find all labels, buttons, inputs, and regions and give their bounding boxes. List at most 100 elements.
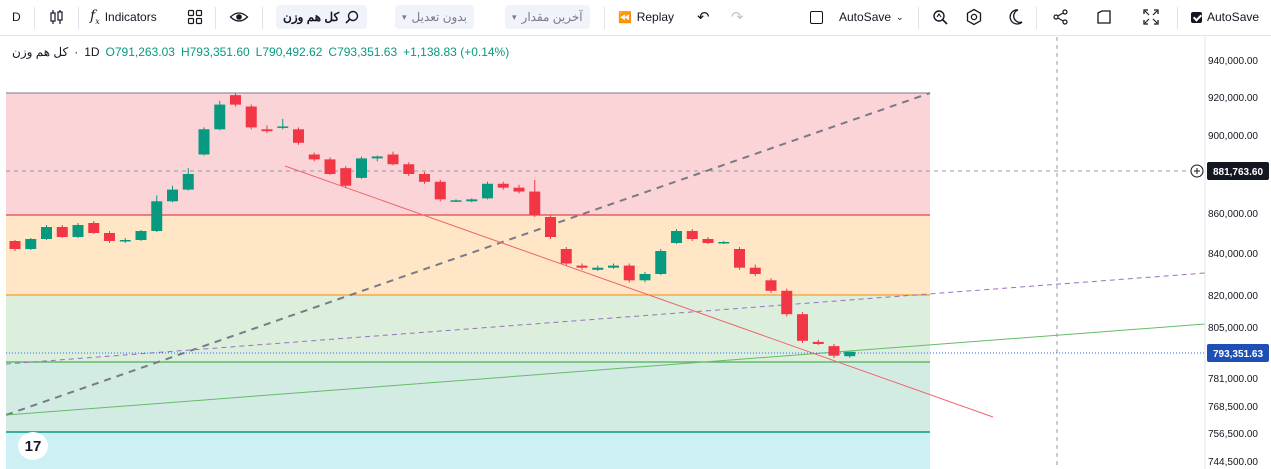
trendline-purple-dashed[interactable] — [5, 272, 1206, 365]
candle-body — [293, 129, 304, 143]
interval-label: D — [12, 10, 21, 24]
undo-button[interactable]: ↶ — [697, 5, 710, 29]
candle-body — [639, 274, 651, 281]
candle — [230, 93, 241, 107]
snapshot-button[interactable] — [1095, 5, 1113, 29]
price-axis-bg — [1205, 37, 1271, 469]
candle-body — [828, 346, 840, 356]
adjust-dropdown[interactable]: ▾ بدون تعدیل — [395, 5, 474, 29]
left-edge — [0, 37, 6, 469]
candle-body — [560, 249, 572, 264]
candle-body — [277, 126, 289, 128]
moon-icon — [1009, 9, 1023, 25]
candle — [466, 198, 478, 203]
camera-icon — [1097, 10, 1111, 24]
candle-body — [41, 227, 52, 239]
replay-button[interactable]: ⏪ Replay — [618, 5, 674, 29]
theme-button[interactable] — [1008, 5, 1024, 29]
chart-type-button[interactable] — [48, 5, 66, 29]
candle-body — [545, 217, 556, 237]
indicators-button[interactable]: fx Indicators — [90, 5, 157, 29]
price-tick-label: 900,000.00 — [1208, 131, 1258, 142]
fullscreen-button[interactable] — [1142, 5, 1160, 29]
candle — [781, 288, 793, 317]
last-price-label: 793,351.63 — [1213, 349, 1263, 360]
candle — [9, 240, 21, 251]
candle — [671, 229, 682, 244]
candle — [182, 168, 194, 191]
tradingview-logo[interactable]: 17 — [18, 432, 48, 460]
legend-symbol: کل هم وزن — [12, 45, 69, 59]
candle — [293, 127, 304, 145]
chevron-down-icon: ▾ — [402, 11, 407, 22]
price-ticks: 940,000.00 920,000.00 900,000.00 860,000.00… — [1208, 56, 1258, 468]
price-axis[interactable] — [1204, 37, 1271, 469]
candle — [356, 156, 367, 179]
replay-label: Replay — [636, 10, 675, 24]
price-tick-label: 781,000.00 — [1208, 374, 1258, 385]
candle-body — [466, 199, 478, 202]
candle — [576, 263, 588, 270]
candle — [513, 184, 525, 194]
quick-search-button[interactable] — [931, 5, 949, 29]
chart-legend: کل هم وزن · 1D O791,263.03 H793,351.60 L… — [12, 45, 509, 59]
symbol-search-button[interactable]: کل هم وزن — [276, 5, 368, 29]
candle-body — [119, 240, 131, 242]
trendline-green[interactable] — [5, 323, 1206, 416]
autosave-dropdown[interactable]: AutoSave ⌄ — [839, 5, 904, 29]
indicators-label: Indicators — [104, 10, 157, 24]
candle — [797, 312, 808, 343]
candle — [718, 241, 730, 244]
layout-button[interactable] — [810, 5, 823, 29]
settings-button[interactable] — [965, 5, 983, 29]
crosshair-price-tag: 881,763.60 — [1190, 162, 1269, 180]
symbol-search-label: کل هم وزن — [283, 10, 340, 24]
candle — [608, 263, 619, 269]
price-tick-label: 860,000.00 — [1208, 209, 1258, 220]
autosave-right-label: AutoSave — [1207, 10, 1260, 24]
candle-body — [513, 187, 525, 192]
checkbox-checked-icon — [1191, 11, 1202, 23]
last-price-tag: 793,351.63 — [1207, 344, 1269, 362]
candle — [261, 125, 273, 134]
zone-red — [6, 93, 930, 215]
candle-body — [671, 231, 682, 243]
candle-body — [623, 265, 635, 281]
candle-body — [450, 200, 462, 202]
candle — [403, 162, 415, 176]
candle-body — [340, 168, 352, 186]
autosave-checkbox[interactable]: AutoSave — [1191, 5, 1259, 29]
candle — [655, 249, 667, 276]
candle-body — [56, 227, 68, 237]
candle — [450, 199, 462, 202]
share-button[interactable] — [1052, 5, 1070, 29]
candle-body — [749, 267, 761, 274]
candle-body — [529, 191, 541, 215]
candle-body — [198, 129, 210, 155]
candle-body — [104, 233, 115, 241]
trendline-red[interactable] — [284, 165, 994, 418]
candle-body — [686, 231, 698, 239]
fx-icon: fx — [90, 8, 100, 26]
templates-button[interactable] — [186, 5, 204, 29]
redo-button[interactable]: ↷ — [731, 5, 744, 29]
divider — [1177, 7, 1178, 29]
legend-separator: · — [74, 45, 79, 59]
candle-body — [261, 129, 273, 132]
value-dropdown[interactable]: ▾ آخرین مقدار — [505, 5, 590, 29]
layout-square-icon — [810, 10, 823, 24]
candle-body — [781, 290, 793, 315]
candle-body — [608, 265, 619, 268]
visibility-button[interactable] — [229, 5, 249, 29]
candle — [812, 339, 824, 346]
candle-body — [419, 174, 430, 182]
price-tick-label: 840,000.00 — [1208, 249, 1258, 260]
candle-body — [371, 156, 383, 159]
interval-button[interactable]: D — [12, 5, 21, 29]
candle-body — [765, 280, 777, 291]
undo-icon: ↶ — [697, 9, 710, 26]
grid-icon — [187, 9, 203, 25]
candle-body — [324, 159, 336, 174]
price-chart[interactable]: 940,000.00 920,000.00 900,000.00 860,000.00… — [0, 37, 1271, 469]
candle-body — [718, 242, 730, 244]
